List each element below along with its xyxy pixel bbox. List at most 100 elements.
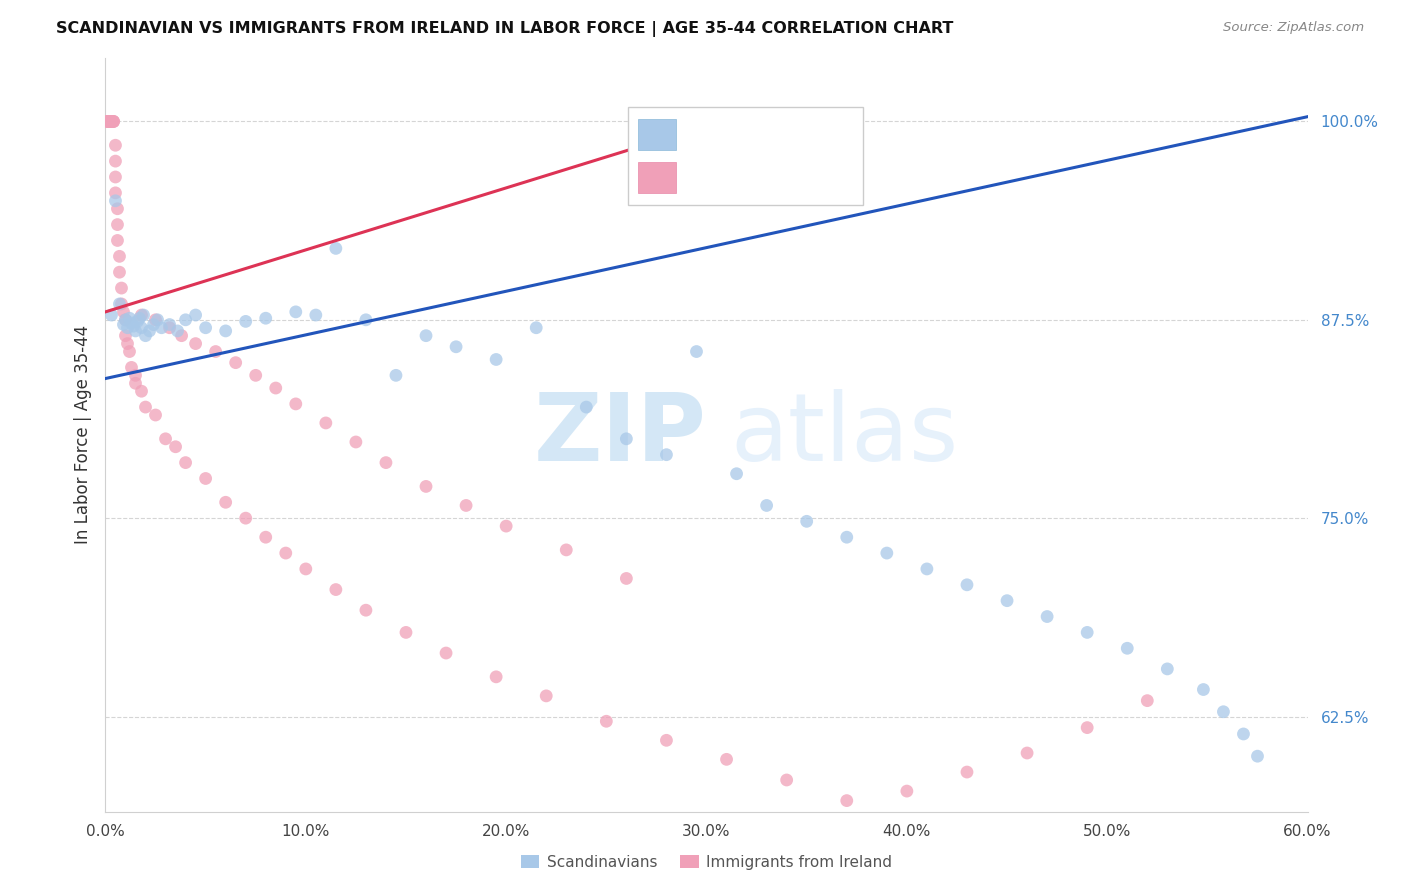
Text: atlas: atlas	[731, 389, 959, 481]
Point	[956, 765, 979, 780]
Point	[121, 360, 143, 375]
Point	[995, 593, 1018, 607]
Point	[166, 324, 188, 338]
Point	[876, 546, 898, 560]
Point	[295, 562, 318, 576]
Point	[170, 328, 193, 343]
Point	[835, 530, 858, 544]
Point	[385, 368, 408, 383]
Point	[103, 114, 125, 128]
Point	[524, 320, 547, 334]
Point	[114, 313, 136, 327]
FancyBboxPatch shape	[628, 107, 863, 205]
Point	[305, 308, 328, 322]
Point	[100, 114, 122, 128]
Point	[315, 416, 337, 430]
Point	[1212, 705, 1234, 719]
Point	[145, 313, 167, 327]
Point	[110, 297, 132, 311]
Point	[454, 499, 477, 513]
Point	[415, 328, 437, 343]
Text: Source: ZipAtlas.com: Source: ZipAtlas.com	[1223, 21, 1364, 34]
Point	[104, 138, 127, 153]
Point	[117, 320, 139, 334]
Point	[184, 336, 207, 351]
Point	[685, 344, 707, 359]
Point	[121, 316, 143, 330]
Point	[1116, 641, 1139, 656]
Point	[100, 114, 122, 128]
Point	[184, 308, 207, 322]
Text: N =: N =	[766, 126, 823, 144]
Point	[194, 320, 217, 334]
Point	[235, 511, 257, 525]
Point	[96, 114, 118, 128]
Point	[114, 328, 136, 343]
Point	[204, 344, 226, 359]
Point	[1156, 662, 1178, 676]
Point	[124, 324, 146, 338]
Point	[555, 542, 578, 557]
Point	[98, 114, 121, 128]
Point	[100, 114, 122, 128]
FancyBboxPatch shape	[638, 119, 676, 150]
Point	[100, 308, 122, 322]
Point	[127, 314, 149, 328]
Point	[112, 305, 135, 319]
Point	[374, 456, 398, 470]
Point	[616, 571, 638, 585]
Point	[1136, 693, 1159, 707]
Point	[103, 114, 125, 128]
Text: ZIP: ZIP	[534, 389, 707, 481]
Legend: Scandinavians, Immigrants from Ireland: Scandinavians, Immigrants from Ireland	[515, 848, 898, 876]
Point	[225, 356, 247, 370]
Point	[434, 646, 457, 660]
Point	[104, 186, 127, 200]
Point	[956, 578, 979, 592]
Point	[117, 336, 139, 351]
Point	[96, 114, 118, 128]
Point	[131, 308, 153, 322]
Point	[325, 582, 347, 597]
Point	[214, 495, 236, 509]
Point	[104, 194, 127, 208]
Point	[284, 397, 307, 411]
Point	[1036, 609, 1059, 624]
Point	[96, 114, 118, 128]
Point	[395, 625, 418, 640]
Point	[1232, 727, 1254, 741]
Y-axis label: In Labor Force | Age 35-44: In Labor Force | Age 35-44	[73, 326, 91, 544]
Point	[146, 313, 169, 327]
Point	[485, 670, 508, 684]
Point	[716, 752, 738, 766]
Point	[124, 376, 146, 391]
Point	[107, 202, 129, 216]
Point	[104, 169, 127, 184]
Point	[1076, 721, 1098, 735]
FancyBboxPatch shape	[638, 161, 676, 194]
Text: 56: 56	[814, 126, 839, 144]
Text: 0.325: 0.325	[724, 126, 779, 144]
Point	[915, 562, 938, 576]
Point	[112, 318, 135, 332]
Point	[108, 265, 131, 279]
Point	[131, 384, 153, 399]
Point	[155, 432, 177, 446]
Point	[415, 479, 437, 493]
Point	[616, 432, 638, 446]
Text: R =: R =	[686, 126, 724, 144]
Text: SCANDINAVIAN VS IMMIGRANTS FROM IRELAND IN LABOR FORCE | AGE 35-44 CORRELATION C: SCANDINAVIAN VS IMMIGRANTS FROM IRELAND …	[56, 21, 953, 37]
Point	[235, 314, 257, 328]
Point	[165, 440, 187, 454]
Point	[214, 324, 236, 338]
Point	[1076, 625, 1098, 640]
Point	[485, 352, 508, 367]
Point	[98, 114, 121, 128]
Text: R =: R =	[686, 169, 724, 186]
Point	[104, 154, 127, 169]
Point	[575, 400, 598, 414]
Point	[245, 368, 267, 383]
Point	[174, 313, 197, 327]
Point	[138, 324, 160, 338]
Point	[103, 114, 125, 128]
